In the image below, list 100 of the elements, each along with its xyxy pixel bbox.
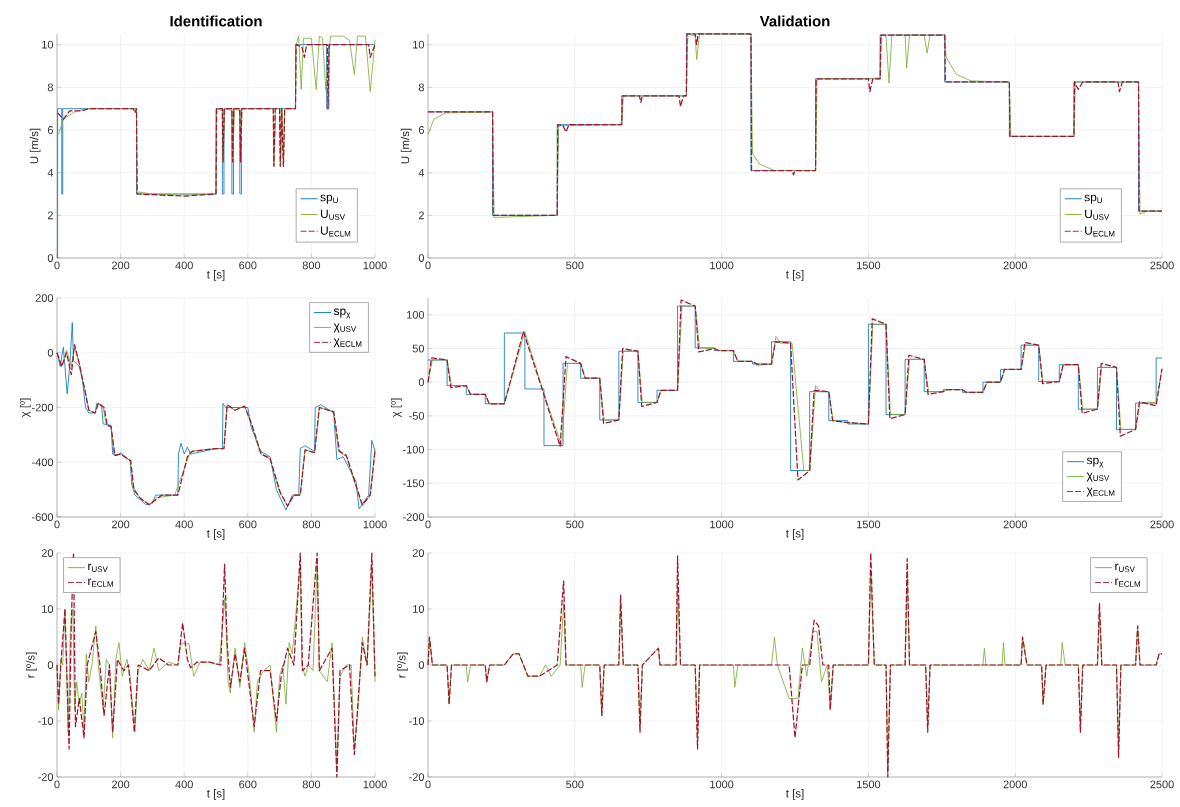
y-tick-label: -20	[38, 773, 54, 781]
x-tick-label: 600	[239, 520, 257, 529]
x-tick-label: 400	[175, 780, 193, 789]
x-tick-label: 2000	[1003, 261, 1027, 270]
legend-label: sp$_{χ}$	[1086, 457, 1104, 468]
y-tick-label: 50	[412, 344, 425, 353]
legend-label: χ$_{USV}$	[1086, 472, 1110, 482]
y-tick-label: 6	[418, 126, 424, 134]
y-axis-title: χ [º]	[20, 398, 31, 418]
x-tick-label: 500	[566, 780, 584, 789]
legend-label: r$_{ECLM}$	[1115, 578, 1140, 587]
legend-label: sp$_{U}$	[1084, 194, 1102, 204]
x-tick-label: 1000	[363, 780, 387, 789]
legend-label: U$_{USV}$	[320, 209, 346, 220]
x-tick-label: 500	[566, 520, 584, 529]
chart-title: Validation	[759, 15, 830, 27]
y-tick-label: 4	[418, 168, 425, 177]
y-axis-title: r [º/s]	[397, 652, 408, 678]
y-tick-label: 10	[413, 40, 425, 49]
x-tick-label: 1000	[363, 520, 387, 529]
x-tick-label: 2500	[1150, 261, 1174, 270]
legend-label: χ$_{ECLM}$	[1086, 487, 1115, 497]
legend-label: χ$_{USV}$	[333, 323, 357, 333]
y-tick-label: -400	[32, 458, 54, 467]
y-axis-title: U [m/s]	[400, 128, 412, 164]
y-tick-label: 0	[47, 661, 54, 669]
legend-label: U$_{ECLM}$	[1085, 226, 1115, 237]
x-axis-title: t [s]	[206, 789, 225, 800]
legend-label: sp$_{U}$	[320, 194, 338, 204]
y-tick-label: -50	[409, 412, 425, 420]
y-tick-label: -200	[403, 513, 425, 521]
x-tick-label: 400	[175, 261, 193, 270]
x-tick-label: 1500	[857, 780, 881, 789]
chart-title: Identification	[170, 15, 262, 27]
y-tick-label: 100	[407, 310, 425, 319]
x-tick-label: 2000	[1003, 780, 1027, 789]
y-tick-label: -600	[32, 513, 54, 521]
x-tick-label: 0	[425, 520, 431, 529]
x-tick-label: 0	[425, 780, 431, 789]
y-tick-label: -10	[38, 717, 54, 725]
legend-label: r$_{USV}$	[88, 563, 108, 572]
x-tick-label: 1500	[857, 520, 881, 529]
x-tick-label: 1000	[710, 520, 734, 529]
x-tick-label: 1000	[710, 261, 734, 270]
x-tick-label: 800	[302, 520, 321, 529]
y-tick-label: 10	[42, 40, 54, 49]
x-tick-label: 200	[112, 261, 130, 270]
y-tick-label: 0	[418, 254, 425, 262]
x-tick-label: 2000	[1003, 520, 1027, 529]
y-tick-label: -10	[409, 717, 425, 725]
y-tick-label: -150	[403, 479, 425, 488]
x-tick-label: 1000	[710, 780, 734, 789]
y-tick-label: -200	[32, 403, 54, 412]
x-tick-label: 200	[112, 520, 130, 529]
x-tick-label: 2500	[1150, 520, 1174, 529]
legend-label: r$_{USV}$	[1115, 563, 1135, 572]
y-tick-label: 4	[47, 168, 54, 177]
y-tick-label: 8	[418, 83, 424, 92]
y-tick-label: 20	[41, 549, 54, 557]
y-tick-label: -20	[409, 773, 425, 781]
x-tick-label: 200	[112, 780, 130, 789]
x-axis-title: t [s]	[785, 529, 804, 540]
x-axis-title: t [s]	[785, 270, 804, 281]
y-tick-label: -100	[403, 445, 425, 454]
y-tick-label: 0	[418, 378, 425, 387]
legend-label: χ$_{ECLM}$	[333, 338, 362, 348]
x-tick-label: 800	[302, 780, 321, 789]
x-tick-label: 400	[175, 520, 193, 529]
y-tick-label: 10	[413, 605, 425, 613]
legend-label: U$_{USV}$	[1085, 209, 1110, 220]
x-tick-label: 1000	[363, 261, 387, 270]
x-tick-label: 0	[54, 520, 60, 529]
x-axis-title: t [s]	[206, 529, 225, 540]
y-tick-label: 10	[42, 605, 54, 613]
y-tick-label: 2	[47, 211, 53, 220]
y-tick-label: 20	[412, 549, 425, 557]
legend-label: U$_{ECLM}$	[320, 226, 351, 237]
y-axis-title: U [m/s]	[29, 128, 41, 164]
x-tick-label: 2500	[1150, 780, 1174, 789]
x-tick-label: 600	[239, 261, 257, 270]
x-tick-label: 500	[566, 261, 584, 270]
x-tick-label: 600	[239, 780, 257, 789]
y-axis-title: r [º/s]	[26, 652, 37, 678]
y-axis-title: χ [º]	[391, 398, 402, 418]
x-tick-label: 0	[425, 261, 431, 270]
y-tick-label: 0	[418, 661, 425, 669]
y-tick-label: 0	[47, 348, 54, 357]
y-tick-label: 8	[47, 83, 53, 92]
y-tick-label: 200	[35, 294, 54, 302]
y-tick-label: 0	[47, 254, 54, 262]
x-tick-label: 0	[54, 261, 60, 270]
x-tick-label: 0	[54, 780, 60, 789]
x-axis-title: t [s]	[206, 270, 225, 281]
x-tick-label: 800	[302, 261, 321, 270]
x-axis-title: t [s]	[785, 789, 804, 800]
y-tick-label: 6	[47, 126, 53, 134]
legend-label: sp$_{χ}$	[333, 308, 351, 319]
y-tick-label: 2	[418, 211, 424, 220]
x-tick-label: 1500	[857, 261, 881, 270]
legend-label: r$_{ECLM}$	[88, 578, 113, 587]
